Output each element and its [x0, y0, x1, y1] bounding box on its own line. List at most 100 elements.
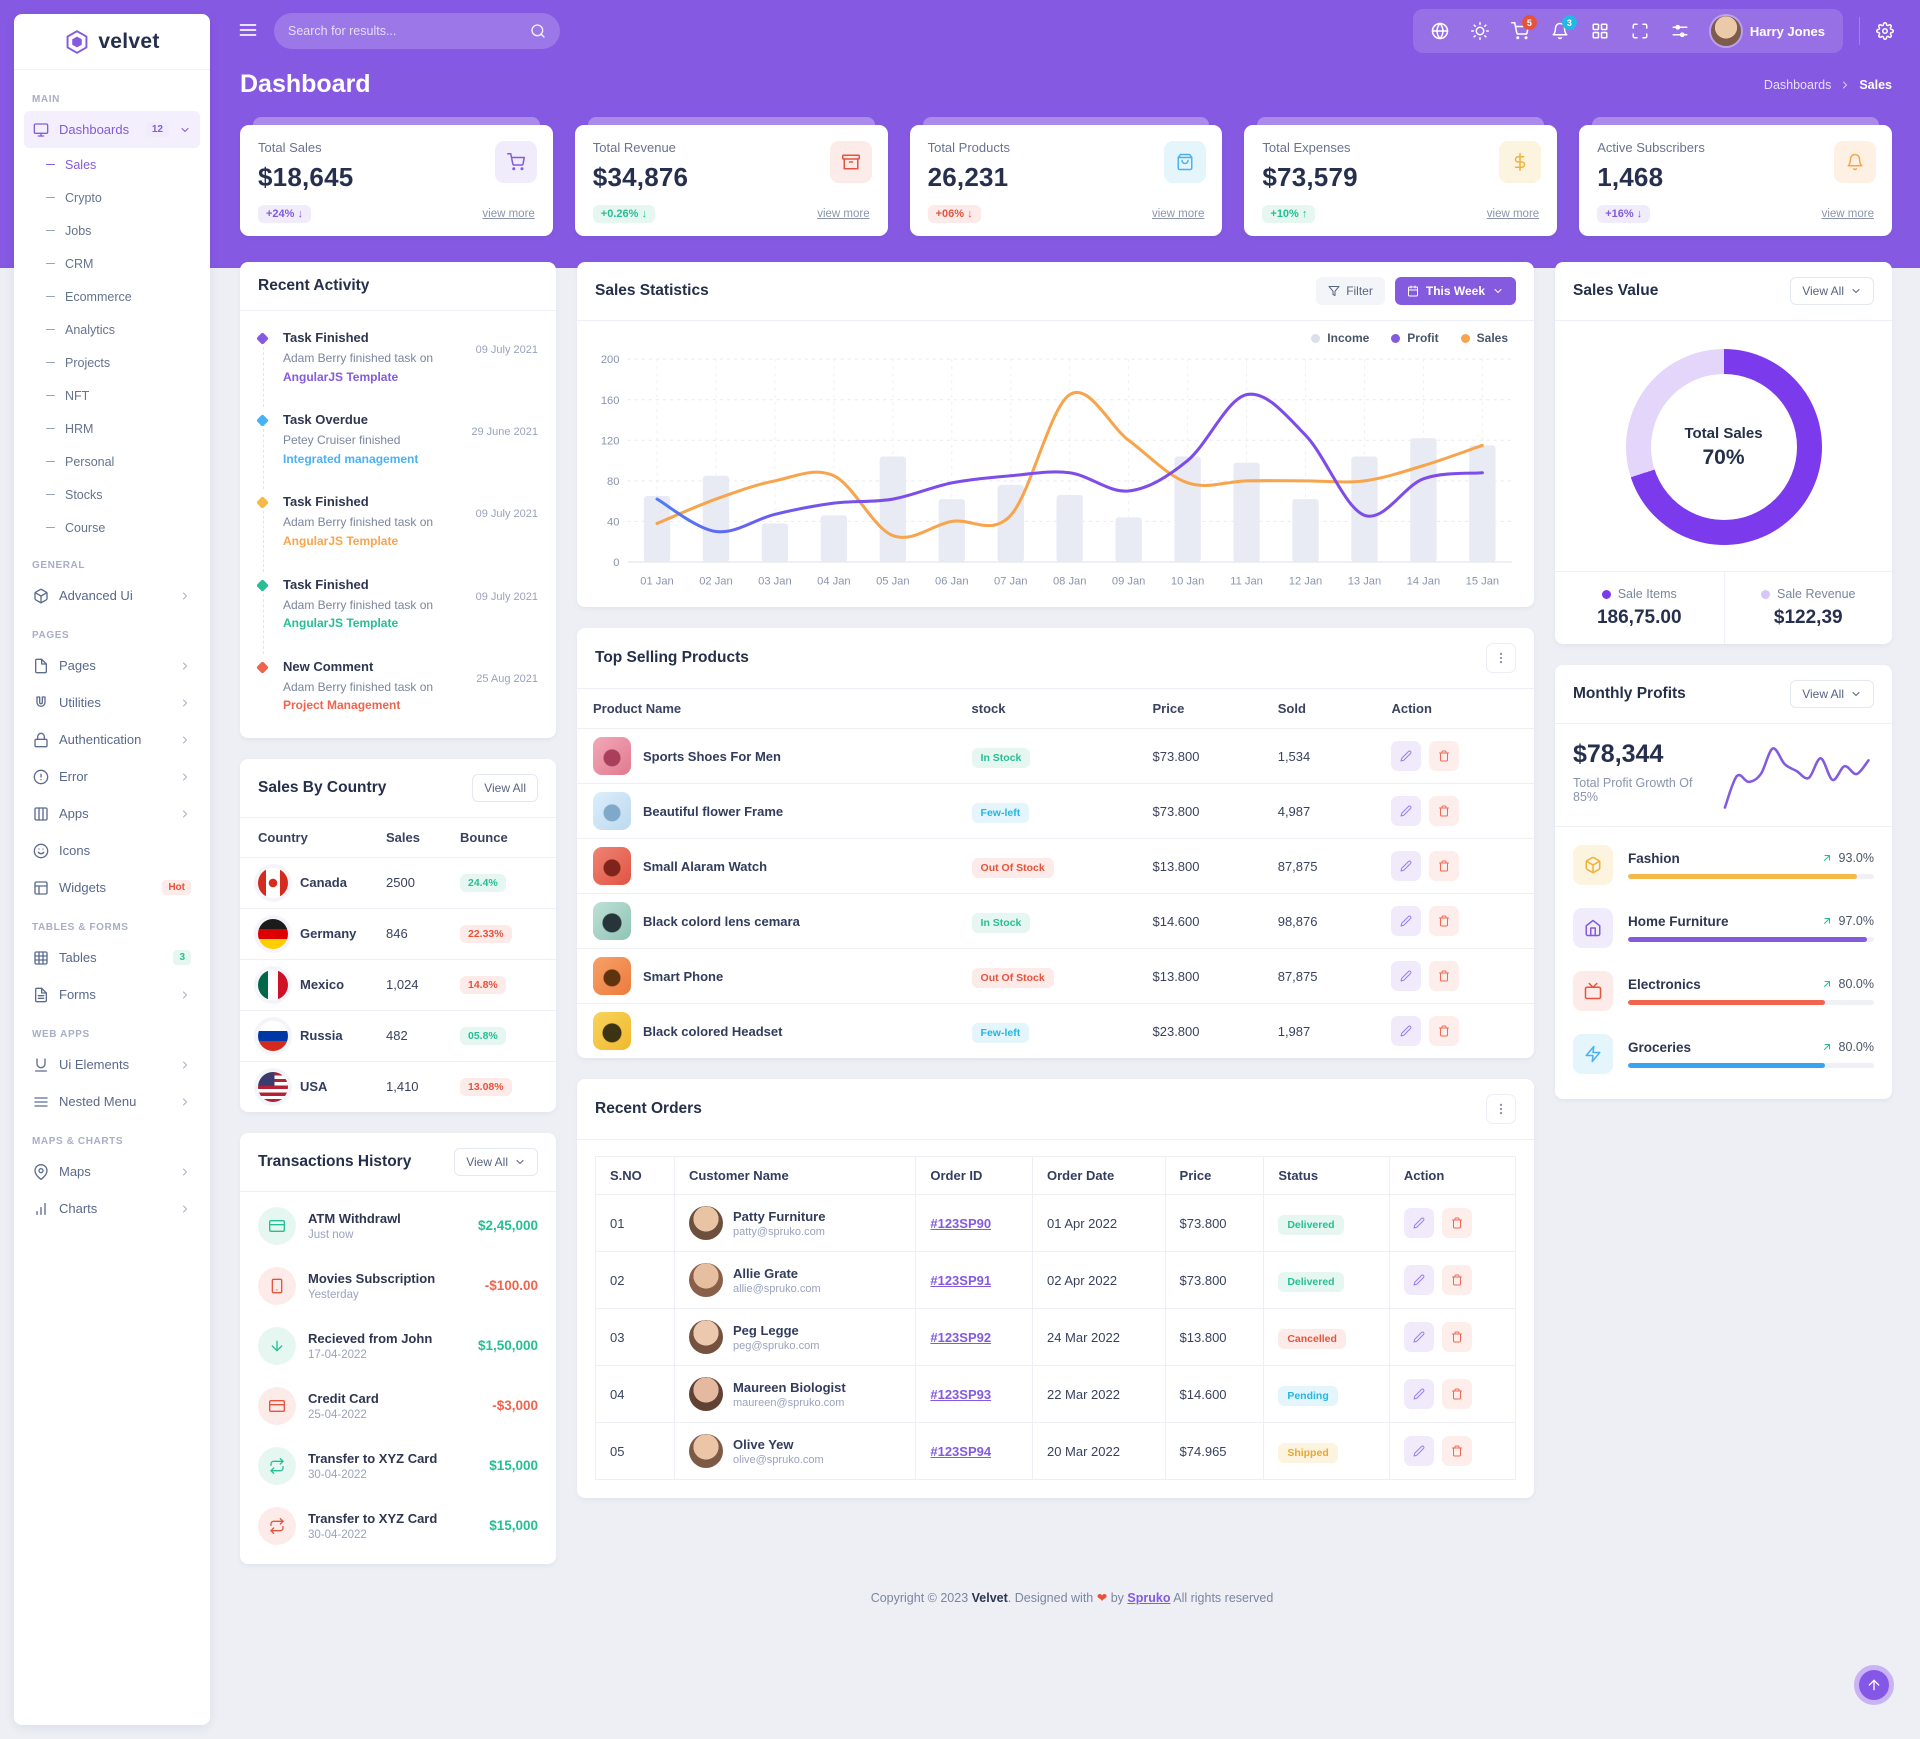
- order-id-link[interactable]: #123SP94: [930, 1443, 992, 1459]
- sidebar-item-maps[interactable]: Maps: [24, 1153, 200, 1190]
- view-more-link[interactable]: view more: [1151, 208, 1205, 220]
- delete-button[interactable]: [1441, 1322, 1472, 1353]
- sales-value-view-all-button[interactable]: View All: [1790, 277, 1874, 305]
- sidebar-subitem-sales[interactable]: Sales: [24, 148, 200, 181]
- global-search[interactable]: [274, 13, 560, 49]
- settings-button[interactable]: [1859, 17, 1894, 45]
- legend-sales[interactable]: Sales: [1460, 331, 1508, 345]
- transactions-view-all-button[interactable]: View All: [454, 1147, 538, 1176]
- sidebar-item-advanced-ui[interactable]: Advanced Ui: [24, 577, 200, 614]
- activity-link[interactable]: Project Management: [283, 698, 401, 713]
- header-maximize-button[interactable]: [1631, 22, 1649, 40]
- hamburger-menu-button[interactable]: [238, 20, 258, 43]
- user-menu[interactable]: Harry Jones: [1710, 16, 1825, 46]
- legend-income[interactable]: Income: [1311, 331, 1369, 345]
- delete-button[interactable]: [1441, 1379, 1472, 1410]
- sidebar-subitem-hrm[interactable]: HRM: [24, 412, 200, 445]
- sidebar-item-apps[interactable]: Apps: [24, 795, 200, 832]
- edit-button[interactable]: [1403, 1208, 1434, 1239]
- activity-link[interactable]: AngularJS Template: [283, 369, 399, 384]
- sidebar-subitem-stocks[interactable]: Stocks: [24, 478, 200, 511]
- breadcrumb-section[interactable]: Dashboards: [1763, 77, 1832, 92]
- chart-period-button[interactable]: This Week: [1394, 277, 1516, 305]
- sidebar-item-dashboards[interactable]: Dashboards 12: [24, 111, 200, 148]
- sidebar-section-label: PAGES: [32, 630, 70, 641]
- activity-link[interactable]: AngularJS Template: [283, 616, 399, 631]
- edit-button[interactable]: [1391, 796, 1422, 827]
- search-icon[interactable]: [530, 23, 546, 39]
- delete-button[interactable]: [1429, 961, 1460, 992]
- scroll-to-top-button[interactable]: [1854, 1665, 1894, 1705]
- order-id-link[interactable]: #123SP91: [930, 1272, 992, 1288]
- country-col-country: Country: [258, 829, 308, 845]
- edit-button[interactable]: [1403, 1379, 1434, 1410]
- header-globe-button[interactable]: [1431, 22, 1449, 40]
- sidebar-item-charts[interactable]: Charts: [24, 1190, 200, 1227]
- top-products-menu-button[interactable]: [1486, 643, 1516, 674]
- sidebar-subitem-jobs[interactable]: Jobs: [24, 214, 200, 247]
- sidebar-subitem-crm[interactable]: CRM: [24, 247, 200, 280]
- chevron-down-icon: [1850, 688, 1862, 700]
- sidebar-subitem-ecommerce[interactable]: Ecommerce: [24, 280, 200, 313]
- sidebar-item-icons[interactable]: Icons: [24, 832, 200, 869]
- sidebar-item-error[interactable]: Error: [24, 758, 200, 795]
- delete-button[interactable]: [1441, 1265, 1472, 1296]
- delete-button[interactable]: [1441, 1436, 1472, 1467]
- sidebar-item-utilities[interactable]: Utilities: [24, 684, 200, 721]
- chart-filter-button[interactable]: Filter: [1316, 277, 1385, 305]
- sidebar-item-forms[interactable]: Forms: [24, 976, 200, 1013]
- delete-button[interactable]: [1429, 851, 1460, 882]
- monthly-profit-subtitle: Total Profit Growth Of 85%: [1573, 776, 1693, 804]
- order-id-link[interactable]: #123SP90: [930, 1215, 992, 1231]
- edit-button[interactable]: [1403, 1265, 1434, 1296]
- sidebar-item-pages[interactable]: Pages: [24, 647, 200, 684]
- delete-button[interactable]: [1429, 741, 1460, 772]
- sidebar-subitem-nft[interactable]: NFT: [24, 379, 200, 412]
- legend-profit[interactable]: Profit: [1391, 331, 1439, 345]
- delete-button[interactable]: [1441, 1208, 1472, 1239]
- activity-link[interactable]: Integrated management: [283, 451, 419, 466]
- view-more-link[interactable]: view more: [817, 208, 870, 220]
- country-view-all-button[interactable]: View All: [472, 773, 538, 802]
- sidebar-subitem-projects[interactable]: Projects: [24, 346, 200, 379]
- view-more-link[interactable]: view more: [1486, 208, 1540, 220]
- sun-icon: [1470, 22, 1489, 40]
- sidebar-subitem-crypto[interactable]: Crypto: [24, 181, 200, 214]
- edit-button[interactable]: [1391, 741, 1422, 772]
- sidebar-subitem-personal[interactable]: Personal: [24, 445, 200, 478]
- sidebar-item-ui-elements[interactable]: Ui Elements: [24, 1046, 200, 1083]
- activity-link[interactable]: AngularJS Template: [283, 533, 399, 548]
- product-row: Black colord lens cemara In Stock $14.60…: [577, 893, 1534, 950]
- svg-text:40: 40: [607, 516, 619, 528]
- header-shopping-cart-button[interactable]: 5: [1510, 15, 1537, 40]
- header-sun-button[interactable]: [1470, 22, 1489, 40]
- sidebar-subitem-analytics[interactable]: Analytics: [24, 313, 200, 346]
- edit-button[interactable]: [1391, 851, 1422, 882]
- brand-logo[interactable]: velvet: [14, 14, 210, 70]
- view-more-link[interactable]: view more: [1821, 208, 1874, 220]
- sidebar-item-nested-menu[interactable]: Nested Menu: [24, 1083, 200, 1120]
- sidebar-item-widgets[interactable]: Widgets Hot: [24, 869, 200, 906]
- donut-center-value: 70%: [1702, 445, 1745, 469]
- search-input[interactable]: [288, 24, 522, 38]
- spruko-link[interactable]: Spruko: [1127, 1590, 1171, 1605]
- header-bell-button[interactable]: 3: [1551, 15, 1577, 40]
- header-sliders-button[interactable]: [1671, 22, 1689, 40]
- order-id-link[interactable]: #123SP92: [930, 1329, 992, 1345]
- edit-button[interactable]: [1391, 1016, 1422, 1047]
- delete-button[interactable]: [1429, 796, 1460, 827]
- edit-button[interactable]: [1403, 1436, 1434, 1467]
- sidebar-item-authentication[interactable]: Authentication: [24, 721, 200, 758]
- recent-orders-menu-button[interactable]: [1486, 1094, 1516, 1125]
- delete-button[interactable]: [1429, 1016, 1460, 1047]
- sidebar-item-tables[interactable]: Tables 3: [24, 939, 200, 976]
- sidebar-subitem-course[interactable]: Course: [24, 511, 200, 544]
- delete-button[interactable]: [1429, 906, 1460, 937]
- order-id-link[interactable]: #123SP93: [930, 1386, 992, 1402]
- edit-button[interactable]: [1391, 906, 1422, 937]
- monthly-profits-view-all-button[interactable]: View All: [1790, 680, 1874, 708]
- edit-button[interactable]: [1391, 961, 1422, 992]
- edit-button[interactable]: [1403, 1322, 1434, 1353]
- view-more-link[interactable]: view more: [482, 208, 535, 220]
- header-grid-button[interactable]: [1591, 22, 1609, 40]
